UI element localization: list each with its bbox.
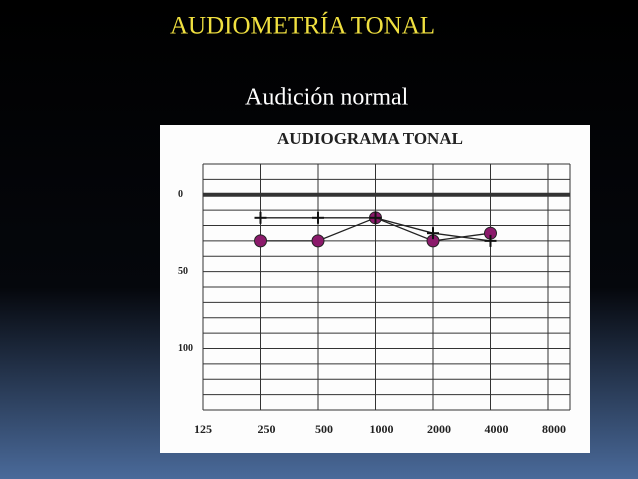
y-tick-label: 100 <box>178 343 193 354</box>
x-tick-label: 250 <box>258 422 276 436</box>
circle-marker <box>254 234 267 248</box>
slide-subtitle: Audición normal <box>245 85 409 111</box>
cross-marker <box>484 234 497 247</box>
x-tick-label: 1000 <box>370 422 394 436</box>
y-tick-label: 0 <box>178 189 183 200</box>
circle-marker <box>311 234 325 248</box>
slide-title: AUDIOMETRÍA TONAL <box>170 12 435 40</box>
cross-marker <box>369 211 382 224</box>
chart-title: AUDIOGRAMA TONAL <box>277 129 463 148</box>
x-tick-label: 4000 <box>485 422 509 436</box>
x-tick-label: 8000 <box>542 422 566 436</box>
x-tick-label: 500 <box>315 422 333 436</box>
x-tick-label: 2000 <box>427 422 451 436</box>
cross-marker <box>312 211 324 224</box>
y-tick-label: 50 <box>178 266 188 277</box>
x-tick-label: 125 <box>194 422 212 436</box>
cross-marker <box>254 211 267 224</box>
cross-marker <box>427 227 439 240</box>
